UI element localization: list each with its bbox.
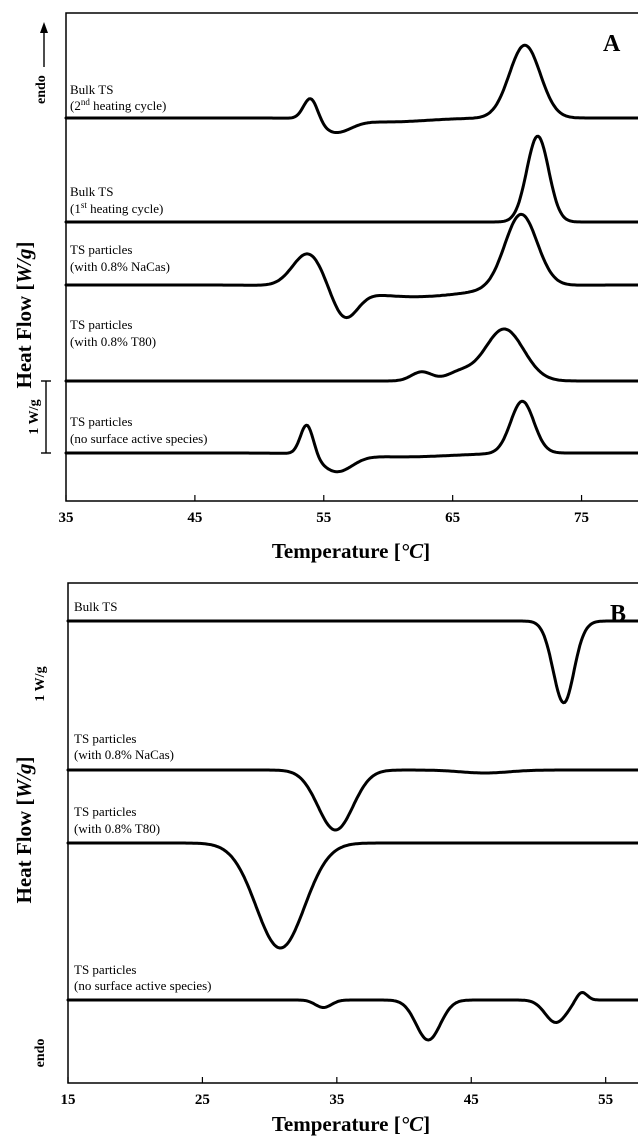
panel-a-trace-label-3-line-1: TS particles (70, 242, 132, 257)
panel-b-scale-bar-label: 1 W/g (33, 666, 48, 701)
panel-a-trace-label-5-line-1: TS particles (70, 414, 132, 429)
panel-a-trace-label-1-line-2-b: heating cycle) (90, 98, 167, 113)
panel-b-curve-bulk (66, 619, 638, 705)
x-tick-label: 75 (574, 510, 589, 526)
x-tick-label: 55 (316, 510, 331, 526)
panel-a-trace-label-2-line-1: Bulk TS (70, 184, 113, 199)
panel-b-y-axis-name: Heat Flow (12, 810, 36, 904)
panel-a-endo-indicator: endo (34, 22, 49, 104)
panel-b-trace-label-1-line-1: Bulk TS (74, 599, 117, 614)
x-tick-label: 15 (61, 1092, 76, 1108)
panel-a-x-axis-unit: °C (401, 539, 424, 563)
panel-a-y-axis-name: Heat Flow (12, 295, 36, 389)
panel-a-trace-label-5-line-2: (no surface active species) (70, 431, 208, 446)
panel-b-frame (67, 582, 638, 1084)
panel-a-curve-particles-t80 (64, 327, 638, 383)
panel-a-trace-label-1-line-2-sup: nd (81, 97, 91, 107)
panel-a-curve-bulk-1st-heating (64, 134, 638, 224)
panel-b-trace-label-2-line-2: (with 0.8% NaCas) (74, 747, 174, 762)
panel-b-y-axis-unit: W/g (12, 764, 36, 799)
panel-a-trace-label-4-line-1: TS particles (70, 317, 132, 332)
panel-b-trace-label-4-line-2: (no surface active species) (74, 978, 212, 993)
panel-b-trace-label-3-line-2: (with 0.8% T80) (74, 821, 160, 836)
panel-b-curve-particles-no-surfactant (66, 991, 638, 1042)
panel-a-trace-label-2-line-2: (1st heating cycle) (70, 200, 163, 216)
panel-b-letter: B (610, 601, 626, 627)
panel-b-trace-label-3-line-1: TS particles (74, 804, 136, 819)
x-tick-label: 35 (329, 1092, 344, 1108)
panel-b: B Heat Flow [W/g] 1 W/g endo Bulk TS TS … (12, 582, 638, 1136)
panel-b-curve-particles-t80 (66, 841, 638, 950)
panel-b-x-ticks: 15 25 35 45 55 (61, 1077, 613, 1108)
panel-a-y-axis-unit: W/g (12, 249, 36, 284)
panel-a-trace-label-3-line-2: (with 0.8% NaCas) (70, 259, 170, 274)
panel-b-curve-particles-nacas (66, 768, 638, 832)
panel-a-trace-label-2-line-2-a: (1 (70, 201, 81, 216)
panel-a-y-axis-title: Heat Flow [W/g] (12, 242, 36, 389)
x-tick-label: 25 (195, 1092, 210, 1108)
panel-b-x-axis-unit: °C (401, 1112, 424, 1136)
panel-a-trace-label-1-line-1: Bulk TS (70, 82, 113, 97)
panel-b-endo-label: endo (33, 1039, 48, 1068)
panel-a-endo-label: endo (34, 75, 49, 104)
x-tick-label: 55 (598, 1092, 613, 1108)
panel-a-x-axis-title: Temperature [°C] (272, 539, 430, 563)
x-tick-label: 45 (464, 1092, 479, 1108)
panel-a-curve-particles-nacas (64, 212, 638, 320)
panel-a-trace-label-2-line-2-sup: st (81, 200, 88, 210)
panel-a-trace-label-4-line-2: (with 0.8% T80) (70, 334, 156, 349)
x-tick-label: 65 (445, 510, 460, 526)
panel-a-scale-bar-label: 1 W/g (27, 399, 42, 434)
panel-a-trace-label-1-line-2-a: (2 (70, 98, 81, 113)
x-tick-label: 45 (187, 510, 202, 526)
panel-a-curve-bulk-2nd-heating (64, 43, 638, 134)
panel-a-scale-bar: 1 W/g (27, 380, 51, 454)
panel-a-endo-arrowhead (40, 22, 48, 33)
panel-a: A Heat Flow [W/g] endo 1 W/g Bulk TS (2n… (12, 12, 638, 563)
panel-a-curve-particles-no-surfactant (64, 399, 638, 474)
panel-b-trace-label-2-line-1: TS particles (74, 731, 136, 746)
panel-a-trace-label-2-line-2-b: heating cycle) (87, 201, 164, 216)
panel-b-x-axis-title: Temperature [°C] (272, 1112, 430, 1136)
x-tick-label: 35 (59, 510, 74, 526)
panel-b-x-axis-name: Temperature (272, 1112, 389, 1136)
panel-a-frame (65, 12, 638, 502)
panel-a-x-axis-name: Temperature (272, 539, 389, 563)
panel-a-x-ticks: 35 45 55 65 75 (59, 495, 589, 526)
panel-b-trace-label-4-line-1: TS particles (74, 962, 136, 977)
panel-a-letter: A (603, 31, 621, 57)
panel-b-y-axis-title: Heat Flow [W/g] (12, 757, 36, 904)
panel-a-trace-label-1-line-2: (2nd heating cycle) (70, 97, 166, 113)
